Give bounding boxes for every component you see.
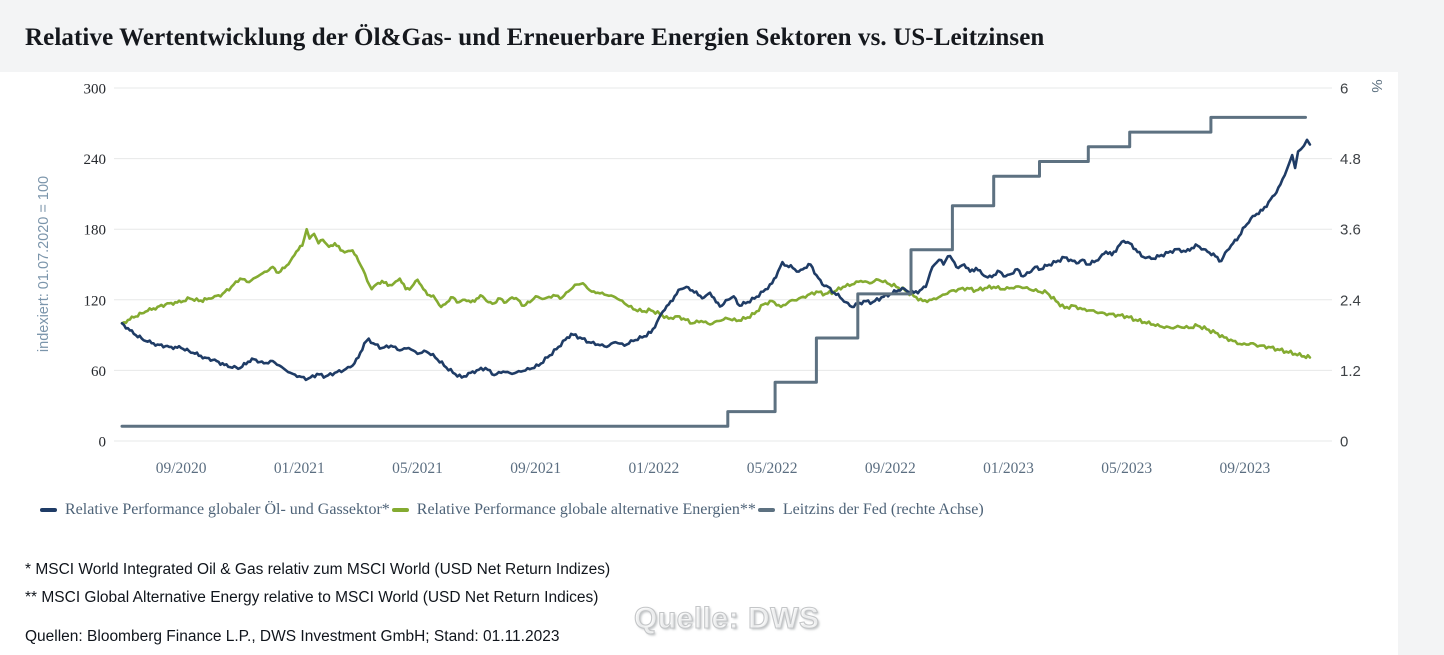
x-axis-tick: 09/2022 [865, 460, 916, 477]
right-axis-tick: 3.6 [1340, 222, 1361, 239]
footnote-oil-gas: * MSCI World Integrated Oil & Gas relati… [25, 561, 611, 578]
legend-item-fed-rate: Leitzins der Fed (rechte Achse) [757, 501, 984, 519]
legend-item-oil-gas: Relative Performance globaler Öl- und Ga… [40, 501, 390, 519]
legend-item-alt-energy: Relative Performance globale alternative… [391, 501, 756, 519]
x-axis-tick: 01/2022 [628, 460, 679, 477]
right-axis-tick: 1.2 [1340, 363, 1361, 380]
series-oil-gas [120, 138, 1312, 382]
series-alt-energy [120, 227, 1312, 360]
legend-swatch [391, 508, 409, 512]
chart-legend: Relative Performance globaler Öl- und Ga… [40, 501, 1380, 519]
left-axis-tick: 300 [84, 82, 107, 98]
right-axis-label: % [1368, 79, 1385, 92]
chart-canvas: 0 0 60 1.2 120 2.4 180 3.6 240 4.8 300 6 09/2020 01/2… [36, 79, 1385, 477]
right-axis-tick: 2.4 [1340, 292, 1361, 309]
x-axis-tick: 09/2023 [1219, 460, 1270, 477]
right-axis-tick: 4.8 [1340, 151, 1361, 168]
legend-swatch [757, 508, 775, 512]
right-axis-tick: 6 [1340, 81, 1348, 98]
series-fed-rate [120, 115, 1307, 428]
x-axis-tick: 09/2020 [156, 460, 207, 477]
chart-card [0, 72, 1398, 655]
right-axis-tick: 0 [1340, 434, 1348, 451]
legend-swatch [40, 508, 57, 512]
legend-label: Relative Performance globale alternative… [416, 501, 756, 518]
dws-watermark: Quelle: DWS [633, 601, 820, 635]
left-axis-tick: 180 [84, 223, 107, 239]
footnote-alt-energy: ** MSCI Global Alternative Energy relati… [25, 589, 599, 606]
x-axis-tick: 05/2021 [392, 460, 443, 477]
chart-title: Relative Wertentwicklung der Öl&Gas- und… [25, 24, 1045, 51]
legend-label: Relative Performance globaler Öl- und Ga… [65, 501, 390, 518]
left-axis-tick: 240 [84, 152, 107, 168]
x-axis-tick: 05/2022 [747, 460, 798, 477]
left-axis-tick: 120 [84, 293, 107, 309]
x-axis-tick: 01/2021 [274, 460, 325, 477]
left-axis-label: indexiert: 01.07.2020 = 100 [36, 176, 52, 352]
x-axis-tick: 05/2023 [1101, 460, 1152, 477]
left-axis-tick: 60 [91, 364, 106, 380]
source-line: Quellen: Bloomberg Finance L.P., DWS Inv… [25, 628, 560, 645]
x-axis-tick: 09/2021 [510, 460, 561, 477]
x-axis-tick: 01/2023 [983, 460, 1034, 477]
legend-label: Leitzins der Fed (rechte Achse) [782, 501, 984, 518]
left-axis-tick: 0 [99, 435, 107, 451]
